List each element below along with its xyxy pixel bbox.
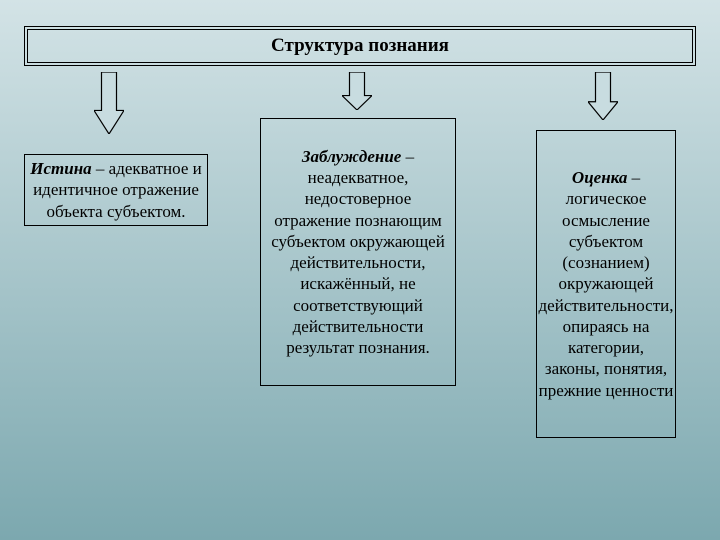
- definition-ocenka: – логическое осмысление субъектом (созна…: [539, 168, 674, 400]
- definition-zabluzhdenie: – неадекватное, недостоверное отражение …: [271, 147, 445, 357]
- card-text-zabluzhdenie: Заблуждение – неадекватное, недостоверно…: [265, 146, 451, 359]
- title-box: Структура познания: [24, 26, 696, 66]
- down-arrow-2: [342, 72, 372, 110]
- term-zabluzhdenie: Заблуждение: [302, 147, 401, 166]
- down-arrow-1: [94, 72, 124, 134]
- term-ocenka: Оценка: [572, 168, 627, 187]
- card-ocenka: Оценка – логическое осмысление субъектом…: [536, 130, 676, 438]
- card-istina: Истина – адекватное и идентичное отражен…: [24, 154, 208, 226]
- term-istina: Истина: [30, 159, 91, 178]
- down-arrow-3: [588, 72, 618, 120]
- card-text-istina: Истина – адекватное и идентичное отражен…: [29, 158, 203, 222]
- card-text-ocenka: Оценка – логическое осмысление субъектом…: [539, 167, 674, 401]
- title-text: Структура познания: [271, 35, 449, 57]
- diagram-root: Структура познания Истина – адекватное и…: [0, 0, 720, 540]
- card-zabluzhdenie: Заблуждение – неадекватное, недостоверно…: [260, 118, 456, 386]
